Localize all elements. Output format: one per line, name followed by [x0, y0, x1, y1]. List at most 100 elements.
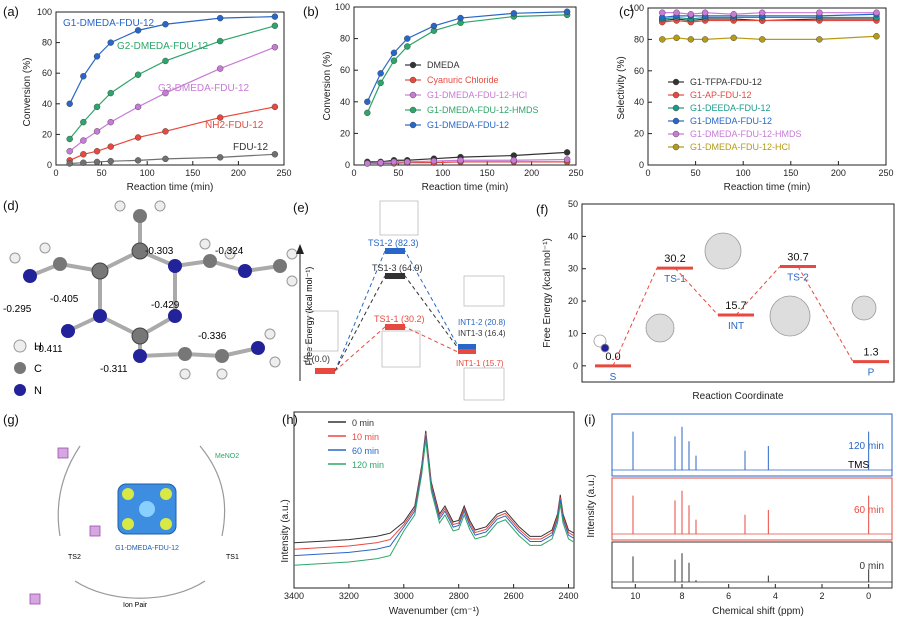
- data-point: [430, 157, 438, 165]
- data-point: [404, 158, 411, 166]
- label-a-nh2: NH2-FDU-12: [205, 120, 264, 131]
- chart-i-svg: (i) 10 8 6 4 2 0 120 min 60 min 0 min Chemical …: [584, 412, 893, 617]
- data-point: [730, 34, 737, 42]
- chart-b-xlabel: Reaction time (min): [422, 182, 509, 193]
- data-point: [563, 8, 571, 15]
- data-point: [390, 49, 398, 57]
- legend-label: G1-DMEDA-FDU-12-HCl: [427, 90, 527, 100]
- panel-f: (f) 0 10 20 30 40 50 0.0 S 30.2 TS-1 15.7 INT 30.7 T…: [530, 196, 900, 406]
- data-point: [673, 34, 680, 42]
- x-tick-label: 150: [480, 168, 495, 178]
- chart-c-xlabel: Reaction time (min): [724, 182, 811, 193]
- chart-b-frame: [353, 6, 577, 166]
- x-tick-label: 3000: [394, 591, 414, 601]
- data-point: [93, 53, 101, 60]
- panel-a-label: (a): [3, 4, 19, 19]
- data-point: [162, 155, 169, 163]
- label-a-g1: G1-DMEDA-FDU-12: [63, 18, 155, 29]
- molecule-d-svg: (d): [3, 198, 298, 397]
- chart-h-frame: [293, 411, 575, 589]
- g-label-ts2: TS2: [68, 554, 81, 561]
- y-tick-label: 30: [568, 264, 578, 274]
- chart-c-series: [659, 9, 880, 43]
- legend-label: G1-DMEDA-FDU-12-HCl: [690, 142, 790, 152]
- energy-value: 0.0: [605, 351, 620, 363]
- chart-c-svg: (c) 0 50 100 150 200 250 0 20 40 60 80 100 G1-TFPA-…: [616, 3, 894, 193]
- data-point: [216, 37, 224, 45]
- x-tick-label: 6: [726, 591, 731, 601]
- x-tick-label: 50: [691, 168, 701, 178]
- data-point: [107, 157, 114, 165]
- charge-6: -0.411: [35, 344, 63, 355]
- x-tick-label: 8: [679, 591, 684, 601]
- data-point: [457, 157, 464, 164]
- chart-i-series: 120 min 60 min 0 min: [611, 413, 893, 589]
- chart-i-ylabel: Intensity (a.u.): [586, 474, 597, 537]
- legend-marker: [672, 91, 680, 99]
- state-label: TS-1: [664, 274, 686, 285]
- e-axis-arrow: [296, 244, 304, 254]
- state-label: TS-2: [787, 272, 809, 283]
- chart-b-ylabel: Conversion (%): [322, 52, 333, 121]
- energy-value: 1.3: [863, 347, 878, 359]
- charge-3: -0.405: [50, 294, 79, 305]
- g-cycle-arrows: [57, 445, 226, 599]
- data-point: [271, 22, 279, 29]
- charge-2: -0.324: [215, 246, 244, 257]
- data-point: [271, 151, 279, 158]
- x-tick-label: 50: [97, 168, 107, 178]
- x-tick-label: 0: [866, 591, 871, 601]
- chart-i-annotation: TMS: [848, 460, 869, 471]
- y-tick-label: 80: [634, 34, 644, 44]
- panel-i: (i) 10 8 6 4 2 0 120 min 60 min 0 min Chemical …: [580, 406, 900, 617]
- data-point: [687, 36, 695, 43]
- x-tick-label: 10: [630, 591, 640, 601]
- data-point: [107, 89, 114, 97]
- x-tick-label: 3400: [284, 591, 304, 601]
- charge-1: -0.303: [145, 246, 174, 257]
- panel-i-label: (i): [584, 412, 596, 427]
- data-point: [510, 157, 518, 164]
- chart-i-xlabel: Chemical shift (ppm): [712, 606, 804, 616]
- data-point: [377, 79, 384, 87]
- x-tick-label: 200: [524, 168, 539, 178]
- data-point: [66, 160, 73, 167]
- data-point: [510, 10, 518, 17]
- legend-marker: [672, 117, 680, 125]
- data-point: [216, 154, 224, 161]
- chart-f-axes: 0 10 20 30 40 50: [568, 199, 586, 371]
- g-label-meno2: MeNO2: [215, 453, 239, 460]
- data-point: [377, 159, 384, 166]
- y-tick-label: 20: [634, 129, 644, 139]
- chart-a-frame: [55, 11, 285, 166]
- atom-legend: H C N: [13, 339, 42, 397]
- legend-c: C: [34, 363, 42, 375]
- panel-c: (c) 0 50 100 150 200 250 0 20 40 60 80 100 G1-TFPA-…: [610, 0, 900, 196]
- legend-label: G1-TFPA-FDU-12: [690, 77, 762, 87]
- charge-8: -0.311: [100, 364, 128, 375]
- legend-marker: [672, 130, 680, 138]
- panel-e: (e) Free Energy (kcal mol⁻¹) TS1-2 (82.3…: [290, 196, 540, 406]
- label-int1-3: INT1-3 (16.4): [458, 329, 506, 338]
- data-point: [93, 158, 101, 166]
- data-point: [107, 39, 114, 46]
- x-tick-label: 200: [831, 168, 846, 178]
- chart-h-series: [293, 430, 575, 566]
- data-point: [873, 33, 880, 40]
- data-point: [873, 9, 880, 16]
- legend-marker: [409, 91, 417, 99]
- spectrum-label: 0 min: [860, 561, 884, 572]
- state-label: INT: [728, 321, 744, 332]
- chart-f-ylabel: Free Energy (kcal mol⁻¹): [542, 238, 553, 348]
- data-point: [162, 128, 169, 135]
- data-point: [66, 135, 73, 143]
- panel-d-label: (d): [3, 198, 19, 213]
- panel-c-label: (c): [619, 4, 634, 19]
- data-point: [364, 160, 371, 167]
- path-connector: [797, 266, 854, 362]
- data-point: [271, 13, 279, 20]
- data-point: [93, 128, 101, 135]
- spectrum-line: [293, 433, 575, 550]
- y-tick-label: 10: [568, 328, 578, 338]
- legend-label: G1-DMEDA-FDU-12: [690, 116, 772, 126]
